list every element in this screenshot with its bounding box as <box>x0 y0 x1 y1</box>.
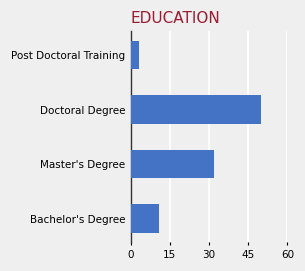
Bar <box>131 95 261 124</box>
Bar <box>131 204 160 233</box>
Bar <box>131 150 214 178</box>
Text: EDUCATION: EDUCATION <box>131 11 221 26</box>
Bar <box>131 41 138 69</box>
